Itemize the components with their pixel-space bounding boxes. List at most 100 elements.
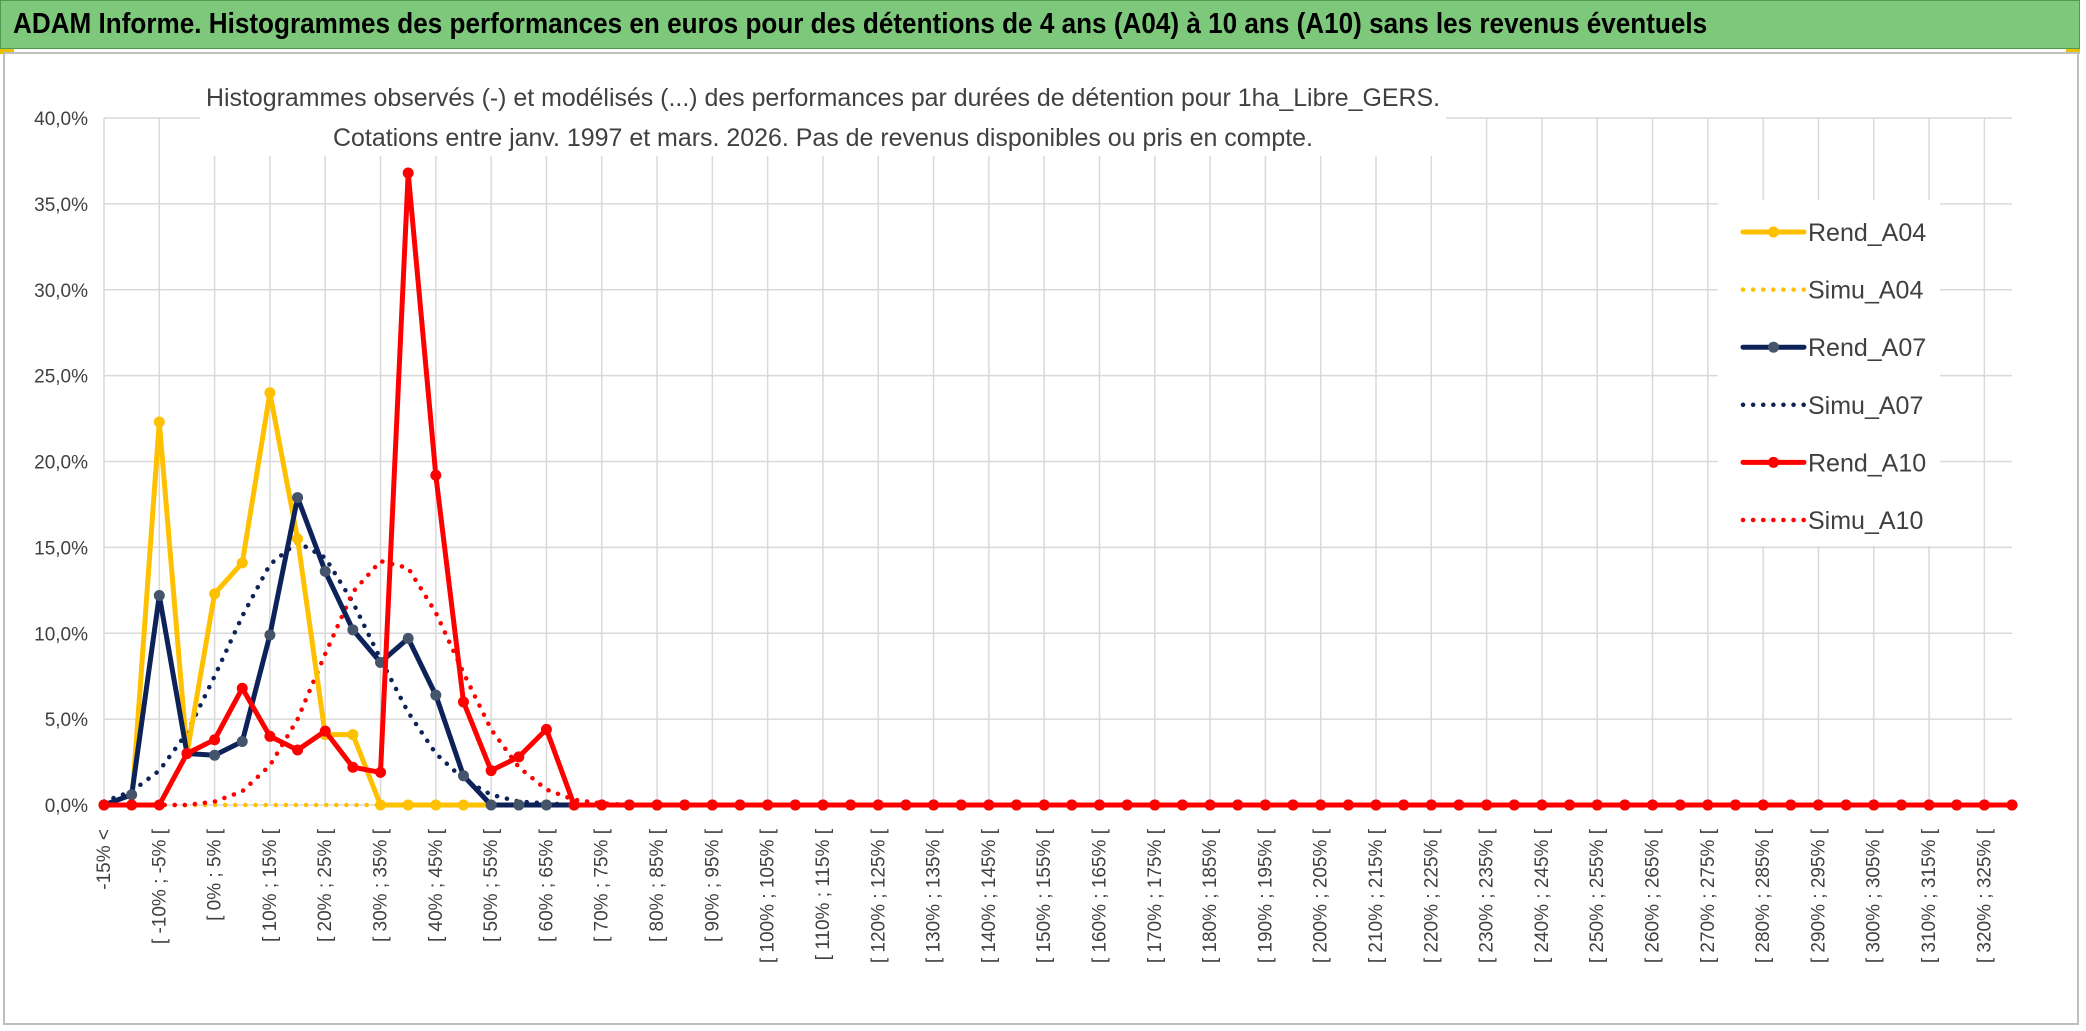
data-point-Rend_A10: [1729, 799, 1741, 811]
data-point-Rend_A10: [1453, 799, 1465, 811]
data-point-Rend_A10: [1757, 799, 1769, 811]
data-point-Rend_A10: [1619, 799, 1631, 811]
x-tick-label: [ 10% ; 15% [: [260, 828, 281, 942]
chart-title: Histogrammes observés (-) et modélisés (…: [200, 74, 1446, 156]
data-point-Rend_A10: [402, 167, 414, 179]
series-line-Simu_A07: [101, 539, 2015, 808]
x-tick-label: [ 290% ; 295% [: [1808, 828, 1829, 963]
data-point-Rend_A10: [900, 799, 912, 811]
data-point-Rend_A10: [651, 799, 663, 811]
data-point-Rend_A10: [457, 696, 469, 708]
data-point-Rend_A04: [153, 416, 165, 428]
data-point-Rend_A07: [457, 770, 469, 782]
legend-label-Simu_A10: Simu_A10: [1808, 507, 1923, 535]
legend-label-Rend_A04: Rend_A04: [1808, 219, 1926, 247]
x-axis: -15% < [ -10% ; -5% [[ 0% ; 5% [[ 10% ; 1…: [94, 828, 1995, 963]
data-point-Rend_A10: [928, 799, 940, 811]
data-point-Rend_A10: [1149, 799, 1161, 811]
data-point-Rend_A10: [319, 725, 331, 737]
y-tick-label: 40,0%: [34, 109, 88, 130]
data-point-Rend_A07: [430, 689, 442, 701]
data-point-Rend_A07: [540, 799, 552, 811]
data-point-Rend_A07: [292, 492, 304, 504]
data-point-Rend_A10: [596, 799, 608, 811]
x-tick-label: [ 160% ; 165% [: [1089, 828, 1110, 963]
data-point-Rend_A10: [1812, 799, 1824, 811]
x-tick-label: [ 80% ; 85% [: [647, 828, 668, 942]
x-tick-label: [ 50% ; 55% [: [481, 828, 502, 942]
y-tick-label: 15,0%: [34, 538, 88, 559]
x-tick-label: [ 170% ; 175% [: [1145, 828, 1166, 963]
y-tick-label: 35,0%: [34, 195, 88, 216]
data-point-Rend_A04: [236, 557, 248, 569]
y-axis: 0,0% 5,0% 10,0% 15,0% 20,0% 25,0% 30,0% 35,0% 40…: [34, 109, 88, 817]
data-point-Rend_A10: [1591, 799, 1603, 811]
x-tick-label: [ 300% ; 305% [: [1864, 828, 1885, 963]
x-tick-label: [ 240% ; 245% [: [1532, 828, 1553, 963]
data-point-Rend_A10: [126, 799, 138, 811]
data-point-Rend_A10: [1204, 799, 1216, 811]
data-point-Rend_A10: [623, 799, 635, 811]
data-point-Rend_A10: [209, 734, 221, 746]
x-tick-label: [ 140% ; 145% [: [979, 828, 1000, 963]
x-tick-label: [ -10% ; -5% [: [149, 828, 170, 944]
data-point-Rend_A10: [1536, 799, 1548, 811]
x-tick-label: [ 0% ; 5% [: [205, 828, 226, 921]
data-point-Rend_A10: [1923, 799, 1935, 811]
data-point-Rend_A07: [264, 629, 276, 641]
decorative-corner-right: [2066, 49, 2080, 54]
data-point-Rend_A07: [513, 799, 525, 811]
x-tick-label: [ 260% ; 265% [: [1643, 828, 1664, 963]
x-tick-label: [ 150% ; 155% [: [1034, 828, 1055, 963]
x-tick-label: [ 320% ; 325% [: [1974, 828, 1995, 963]
x-tick-label: [ 100% ; 105% [: [758, 828, 779, 963]
data-point-Rend_A10: [1702, 799, 1714, 811]
legend-background: [1718, 200, 1940, 546]
data-point-Rend_A10: [153, 799, 165, 811]
decorative-corner-left: [0, 49, 14, 54]
x-tick-label: [ 30% ; 35% [: [371, 828, 392, 942]
data-point-Rend_A04: [292, 533, 304, 545]
legend-label-Rend_A07: Rend_A07: [1808, 334, 1926, 362]
data-point-Rend_A10: [375, 766, 387, 778]
data-point-Rend_A07: [319, 565, 331, 577]
data-point-Rend_A07: [153, 589, 165, 601]
data-point-Rend_A10: [817, 799, 829, 811]
data-point-Rend_A07: [485, 799, 497, 811]
data-point-Rend_A10: [1647, 799, 1659, 811]
x-tick-label: [ 200% ; 205% [: [1311, 828, 1332, 963]
data-point-Rend_A10: [1176, 799, 1188, 811]
data-point-Rend_A07: [209, 749, 221, 761]
data-point-Rend_A10: [706, 799, 718, 811]
legend-marker-Rend_A10: [1768, 456, 1779, 468]
legend: Rend_A04 Simu_A04 Rend_A07 Simu_A07 Rend_A10…: [1718, 200, 1940, 546]
legend-label-Simu_A04: Simu_A04: [1808, 277, 1923, 305]
data-point-Rend_A10: [872, 799, 884, 811]
data-point-Rend_A10: [1011, 799, 1023, 811]
data-point-Rend_A10: [347, 761, 359, 773]
data-point-Rend_A10: [540, 723, 552, 735]
data-point-Rend_A04: [457, 799, 469, 811]
data-point-Rend_A10: [955, 799, 967, 811]
data-point-Rend_A10: [568, 799, 580, 811]
data-point-Rend_A07: [126, 789, 138, 801]
data-point-Rend_A10: [1287, 799, 1299, 811]
y-tick-label: 0,0%: [45, 796, 88, 817]
data-point-Rend_A10: [1564, 799, 1576, 811]
data-point-Rend_A10: [236, 682, 248, 694]
data-point-Rend_A07: [402, 632, 414, 644]
data-point-Rend_A10: [1840, 799, 1852, 811]
data-point-Rend_A10: [1066, 799, 1078, 811]
y-tick-label: 5,0%: [45, 710, 88, 731]
y-tick-label: 30,0%: [34, 281, 88, 302]
data-point-Rend_A04: [375, 799, 387, 811]
data-point-Rend_A10: [845, 799, 857, 811]
data-point-Rend_A07: [236, 735, 248, 747]
x-tick-label: [ 310% ; 315% [: [1919, 828, 1940, 963]
x-tick-label: [ 110% ; 115% [: [813, 828, 834, 960]
report-title: ADAM Informe. Histogrammes des performan…: [13, 8, 1708, 40]
data-point-Rend_A10: [1508, 799, 1520, 811]
data-point-Rend_A10: [181, 747, 193, 759]
x-tick-label: [ 280% ; 285% [: [1753, 828, 1774, 963]
